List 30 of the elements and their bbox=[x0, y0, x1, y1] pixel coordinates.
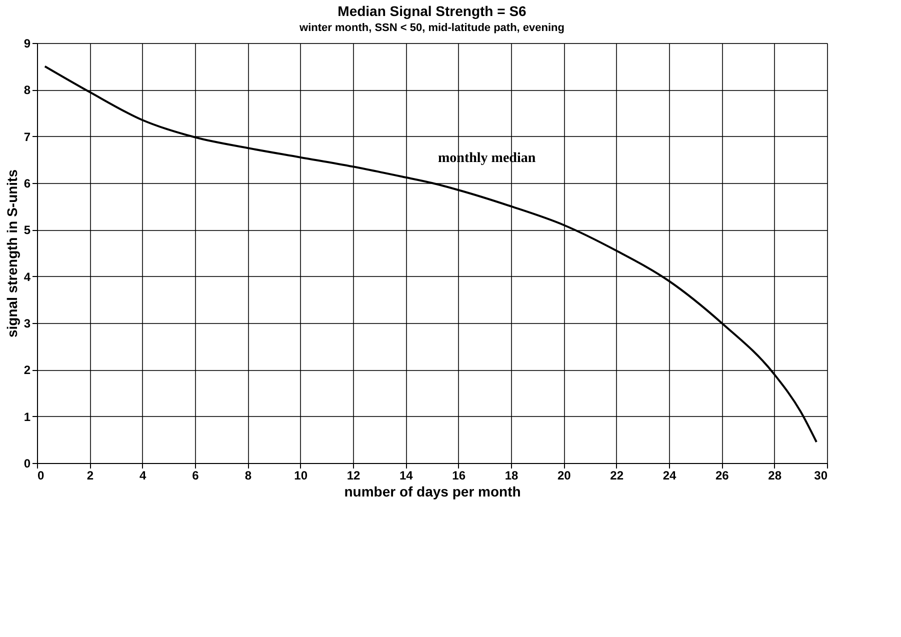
x-tick-label: 28 bbox=[768, 468, 782, 482]
y-tick-label: 5 bbox=[24, 223, 31, 238]
y-tick-label: 8 bbox=[24, 83, 31, 98]
x-axis-title: number of days per month bbox=[344, 484, 521, 500]
y-tick-label: 9 bbox=[24, 36, 31, 50]
y-tick-label: 2 bbox=[24, 363, 31, 378]
y-axis-title: signal strength in S-units bbox=[4, 169, 20, 338]
y-tick-label: 7 bbox=[24, 130, 31, 144]
y-tick-label: 1 bbox=[24, 410, 31, 424]
chart-title: Median Signal Strength = S6 bbox=[338, 3, 527, 19]
x-tick-label: 16 bbox=[452, 468, 466, 482]
x-tick-label: 8 bbox=[244, 468, 252, 482]
y-tick-label: 3 bbox=[24, 316, 31, 330]
y-tick-label: 6 bbox=[24, 176, 31, 190]
chart-subtitle: winter month, SSN < 50, mid-latitude path, evening bbox=[298, 22, 564, 34]
x-tick-label: 26 bbox=[715, 468, 730, 482]
x-tick-label: 18 bbox=[504, 468, 518, 482]
x-tick-label: 12 bbox=[346, 468, 360, 482]
x-tick-label: 22 bbox=[610, 468, 624, 482]
x-tick-label: 2 bbox=[86, 468, 94, 482]
x-tick-label: 14 bbox=[399, 468, 414, 482]
x-tick-label: 6 bbox=[192, 468, 200, 482]
x-tick-label: 24 bbox=[662, 468, 676, 482]
x-tick-label: 4 bbox=[139, 468, 146, 482]
x-tick-label: 0 bbox=[38, 468, 44, 482]
y-tick-label: 4 bbox=[24, 270, 31, 284]
x-tick-label: 30 bbox=[814, 468, 828, 482]
y-tick-label: 0 bbox=[24, 456, 31, 470]
x-tick-label: 20 bbox=[557, 468, 572, 482]
x-tick-label: 10 bbox=[294, 468, 308, 482]
